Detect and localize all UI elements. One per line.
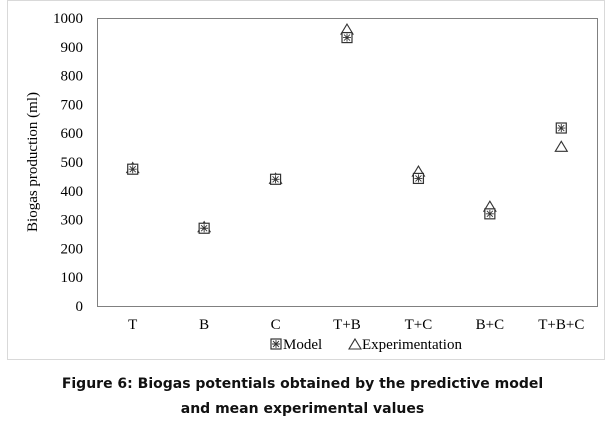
legend: Model Experimentation — [270, 337, 462, 353]
model-point — [412, 172, 425, 185]
model-point — [555, 122, 567, 134]
y-axis-label: Biogas production (ml) — [25, 92, 41, 232]
caption-line-1: Figure 6: Biogas potentials obtained by … — [61, 376, 544, 392]
chart-frame — [7, 0, 605, 360]
y-tick-label: 100 — [61, 270, 84, 286]
legend-experimentation-label: Experimentation — [362, 337, 462, 353]
x-tick-label: T+B+C — [538, 317, 584, 333]
model-point — [341, 31, 353, 44]
y-tick-label: 800 — [61, 69, 84, 85]
y-tick-label: 700 — [61, 97, 84, 113]
model-point — [127, 163, 139, 175]
model-point — [198, 222, 210, 234]
caption-line-2: and mean experimental values — [180, 401, 425, 417]
model-point — [484, 208, 496, 220]
y-tick-label: 500 — [61, 155, 84, 171]
legend-experimentation-marker — [348, 337, 362, 350]
y-tick-label: 600 — [61, 126, 84, 142]
x-tick-label: B — [199, 317, 209, 333]
figure-caption: Figure 6: Biogas potentials obtained by … — [0, 372, 605, 422]
y-tick-label: 300 — [61, 213, 84, 229]
legend-model-marker — [270, 338, 282, 350]
x-tick-label: T+C — [405, 317, 433, 333]
x-tick-label: T — [128, 317, 137, 333]
model-point — [269, 173, 282, 185]
y-tick-label: 400 — [61, 184, 84, 200]
legend-experimentation-icon — [348, 337, 362, 350]
y-tick-label: 1000 — [53, 11, 83, 27]
x-tick-label: B+C — [476, 317, 504, 333]
y-tick-label: 0 — [76, 299, 84, 315]
experimentation-point — [554, 140, 569, 152]
x-tick-label: C — [271, 317, 281, 333]
legend-model-label: Model — [283, 337, 322, 353]
legend-model-icon — [270, 338, 282, 350]
plot-area — [97, 18, 598, 307]
y-tick-label: 200 — [61, 241, 84, 257]
y-tick-label: 900 — [61, 40, 84, 56]
x-tick-label: T+B — [333, 317, 361, 333]
